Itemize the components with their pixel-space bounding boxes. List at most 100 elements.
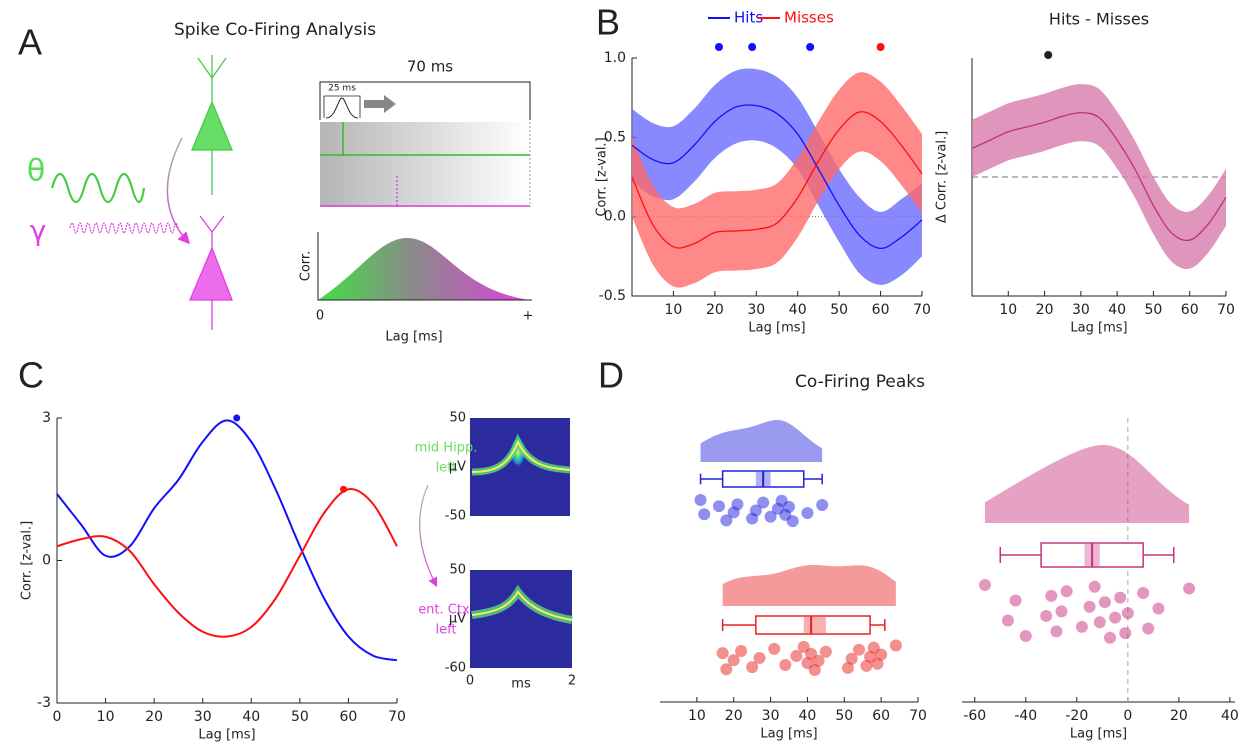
corr-x-end: + [523,309,534,324]
point [808,664,821,676]
point [783,500,795,513]
y-axis-label: Δ Corr. [z-val.] [935,131,950,223]
x-tick-label: 20 [1036,302,1054,318]
line [56,488,398,638]
peak-marker [340,485,348,493]
point [1045,589,1058,602]
window-label: 70 ms [407,58,453,76]
inset-trace [471,590,573,621]
significance-marker [806,43,815,51]
point [727,654,740,667]
kernel-curve [325,97,359,119]
inset-label: left [435,623,456,638]
confidence-band [972,84,1226,269]
x-tick-label: 20 [725,708,743,724]
density [984,445,1190,523]
point [1009,594,1022,607]
y-axis-label: Corr. [z-val.] [595,137,610,216]
point [1060,585,1073,598]
point [1109,611,1122,624]
point [1121,607,1134,620]
schematic-title: Spike Co-Firing Analysis [174,20,376,40]
inset-y-tick: -60 [445,661,466,676]
legend-label: Misses [784,9,834,27]
x-tick-label: 50 [835,708,853,724]
panel-label: A [18,22,42,63]
y-tick-label: 3 [42,410,51,426]
point [753,652,766,665]
x-axis-label: Lag [ms] [748,321,805,336]
point [1137,587,1150,600]
y-tick-label: 0.5 [604,129,626,145]
x-tick-label: 40 [1108,302,1126,318]
point [860,659,873,672]
theta-wave [50,172,146,204]
point [816,499,829,512]
inset-arrow [419,484,438,588]
confidence-band [632,72,922,288]
x-tick-label: 10 [665,302,683,318]
point [1093,616,1106,629]
projection-arrow [166,137,191,245]
point [1019,629,1032,642]
kernel-bracket [323,95,361,118]
x-tick-label: 40 [799,708,817,724]
window-bracket [319,81,531,120]
box [755,615,871,635]
density [722,565,896,606]
line [971,112,1227,242]
x-tick-label: 30 [762,708,780,724]
x-tick-label: 20 [706,302,724,318]
point [1098,596,1111,609]
inset-y-label: µV [449,612,466,627]
x-tick-label: 70 [909,708,927,724]
point [720,663,733,676]
point [1114,591,1127,604]
point [1103,631,1116,644]
point [731,498,744,511]
x-tick-label: 40 [789,302,807,318]
kernel-label: 25 ms [328,84,356,94]
point [1119,627,1132,640]
x-tick-label: 0 [53,709,62,725]
x-axis-label: Lag [ms] [1070,321,1127,336]
x-tick-label: -40 [1014,708,1037,724]
inset-x-tick: 0 [466,674,474,689]
x-tick-label: 10 [97,709,115,725]
point [1088,580,1101,593]
point [779,659,792,672]
significance-marker [876,43,885,51]
point [1050,625,1063,638]
x-tick-label: 40 [1221,708,1239,724]
point [746,661,759,674]
significance-marker [1044,51,1053,59]
x-tick-label: 20 [1170,708,1188,724]
point [1083,600,1096,613]
corr-x-start: 0 [316,309,324,324]
point [720,514,733,527]
point [1183,582,1196,595]
corr-axes [317,232,532,301]
panel-label: C [18,355,44,396]
point [978,579,991,591]
chart-title: Co-Firing Peaks [795,372,925,392]
x-tick-label: 70 [388,709,406,725]
point [1142,622,1155,635]
significance-marker [715,43,723,51]
point [786,515,799,528]
point [841,661,854,674]
y-tick-label: 0.0 [604,209,626,225]
median-ci [803,617,826,633]
y-tick-label: -3 [37,695,51,711]
x-tick-label: 20 [145,709,163,725]
panel-label: D [598,355,624,396]
x-tick-label: 40 [242,709,260,725]
x-axis-label: Lag [ms] [760,727,817,742]
neuron-green [191,55,233,195]
gamma-label: γ [30,214,47,247]
insets [419,418,573,668]
inset-y-label: µV [449,460,466,475]
significance-marker [748,43,757,51]
point [1055,605,1068,618]
